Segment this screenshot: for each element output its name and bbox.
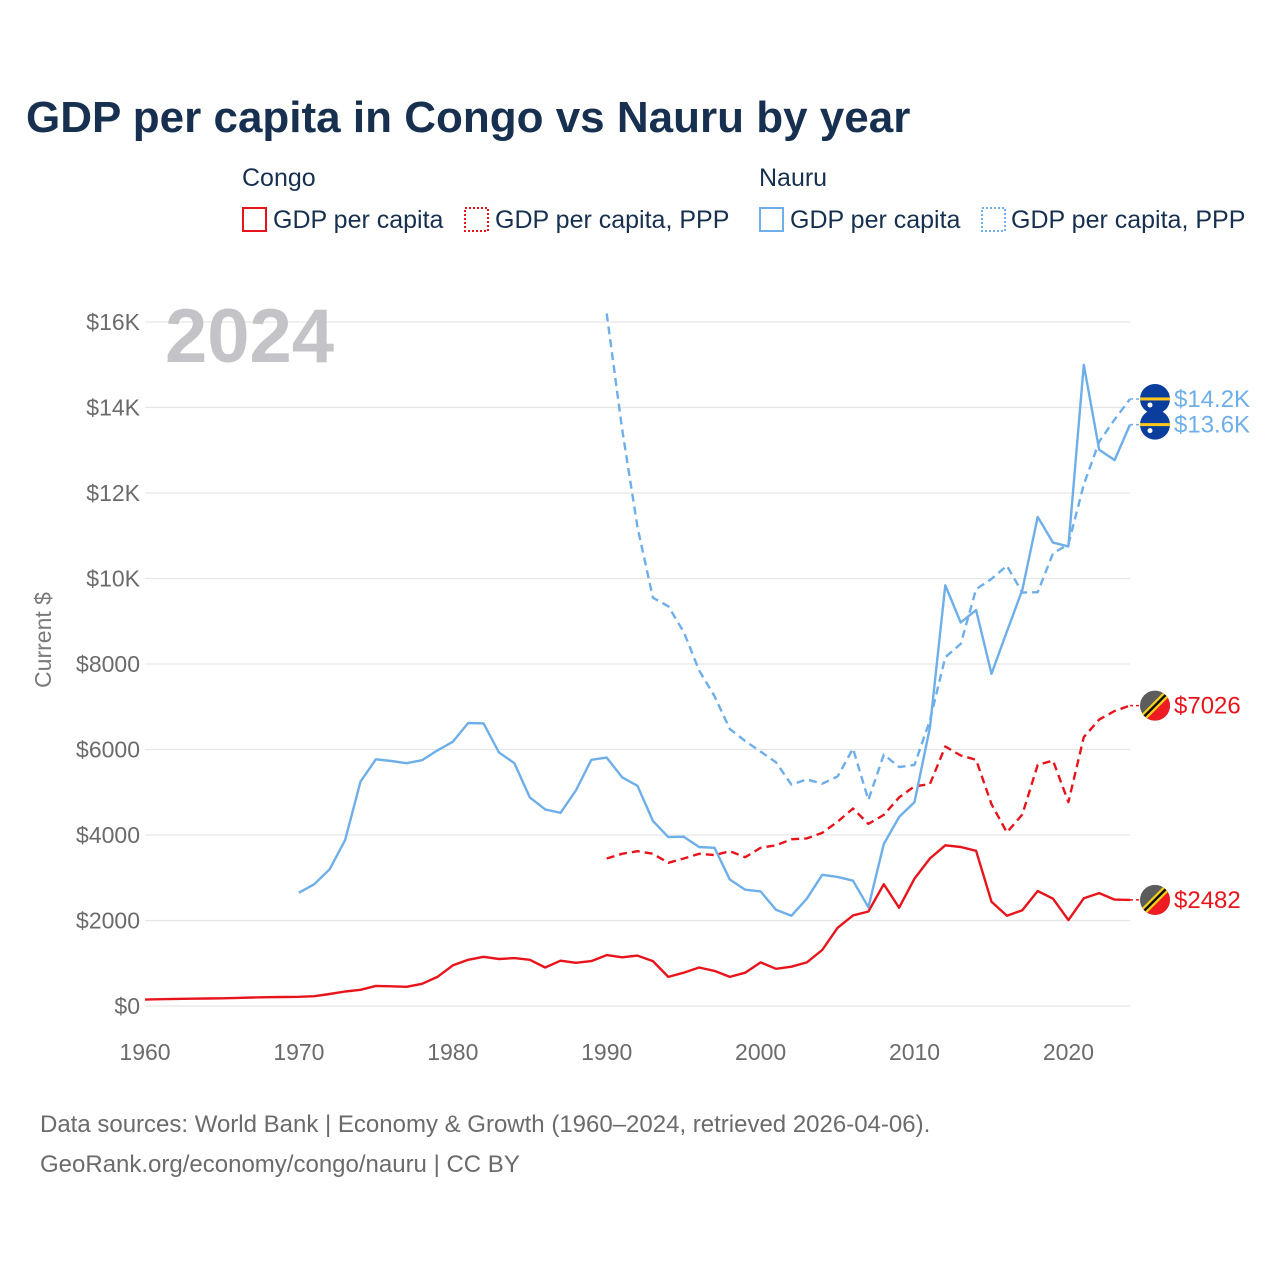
series-line-nauru-gdp: [298, 363, 1132, 917]
legend-label-nauru-ppp: GDP per capita, PPP: [1011, 206, 1245, 234]
congo-flag-icon: [1140, 690, 1170, 721]
series-line-congo-gdp: [144, 844, 1131, 1001]
end-label-nauru-ppp: $14.2K: [1174, 386, 1250, 413]
end-label-congo-gdp: $2482: [1174, 887, 1241, 914]
x-tick-label: 1980: [427, 1039, 478, 1065]
y-tick-label: $12K: [86, 480, 140, 506]
source-line-1: Data sources: World Bank | Economy & Gro…: [40, 1111, 930, 1138]
legend-group-congo: Congo: [242, 164, 316, 192]
legend-label-nauru-gdp: GDP per capita: [790, 206, 961, 234]
nauru-flag-icon: [1140, 383, 1170, 414]
x-tick-label: 2000: [735, 1039, 786, 1065]
x-tick-label: 1990: [581, 1039, 632, 1065]
year-watermark: 2024: [165, 294, 334, 379]
source-line-2: GeoRank.org/economy/congo/nauru | CC BY: [40, 1151, 520, 1178]
y-tick-label: $8000: [76, 651, 140, 677]
legend: Congo GDP per capita GDP per capita, PPP…: [242, 164, 1245, 234]
legend-label-congo-ppp: GDP per capita, PPP: [495, 206, 729, 234]
y-tick-label: $6000: [76, 737, 140, 763]
y-tick-label: $16K: [86, 309, 140, 335]
y-axis-ticks: $0 $2000 $4000 $6000 $8000 $10K $12K $14K $16K: [76, 309, 141, 1019]
grid: [145, 321, 1130, 1007]
x-tick-label: 2010: [889, 1039, 940, 1065]
y-tick-label: $0: [114, 993, 140, 1019]
series-line-congo-ppp: [606, 704, 1131, 864]
nauru-flag-icon: [1140, 409, 1170, 440]
congo-flag-icon: [1140, 884, 1170, 915]
end-markers: $2482 $7026 $13.6K$14.2K: [1130, 383, 1250, 915]
y-tick-label: $14K: [86, 395, 140, 421]
y-tick-label: $10K: [86, 566, 140, 592]
legend-swatch-congo-gdp: [242, 207, 267, 232]
legend-label-congo-gdp: GDP per capita: [273, 206, 444, 234]
x-tick-label: 1960: [119, 1039, 170, 1065]
y-axis-label: Current $: [30, 592, 56, 688]
series: [144, 313, 1132, 1001]
x-tick-label: 2020: [1043, 1039, 1094, 1065]
end-label-nauru-gdp: $13.6K: [1174, 412, 1250, 439]
series-line-nauru-ppp: [605, 313, 1131, 802]
x-tick-label: 1970: [273, 1039, 324, 1065]
legend-swatch-congo-ppp: [464, 207, 489, 232]
chart-title: GDP per capita in Congo vs Nauru by year: [26, 93, 910, 142]
end-label-congo-ppp: $7026: [1174, 693, 1241, 720]
legend-swatch-nauru-ppp: [981, 207, 1006, 232]
y-tick-label: $4000: [76, 822, 140, 848]
x-axis-ticks: 1960 1970 1980 1990 2000 2010 2020: [119, 1039, 1094, 1065]
legend-swatch-nauru-gdp: [759, 207, 784, 232]
y-tick-label: $2000: [76, 908, 140, 934]
legend-group-nauru: Nauru: [759, 164, 827, 192]
